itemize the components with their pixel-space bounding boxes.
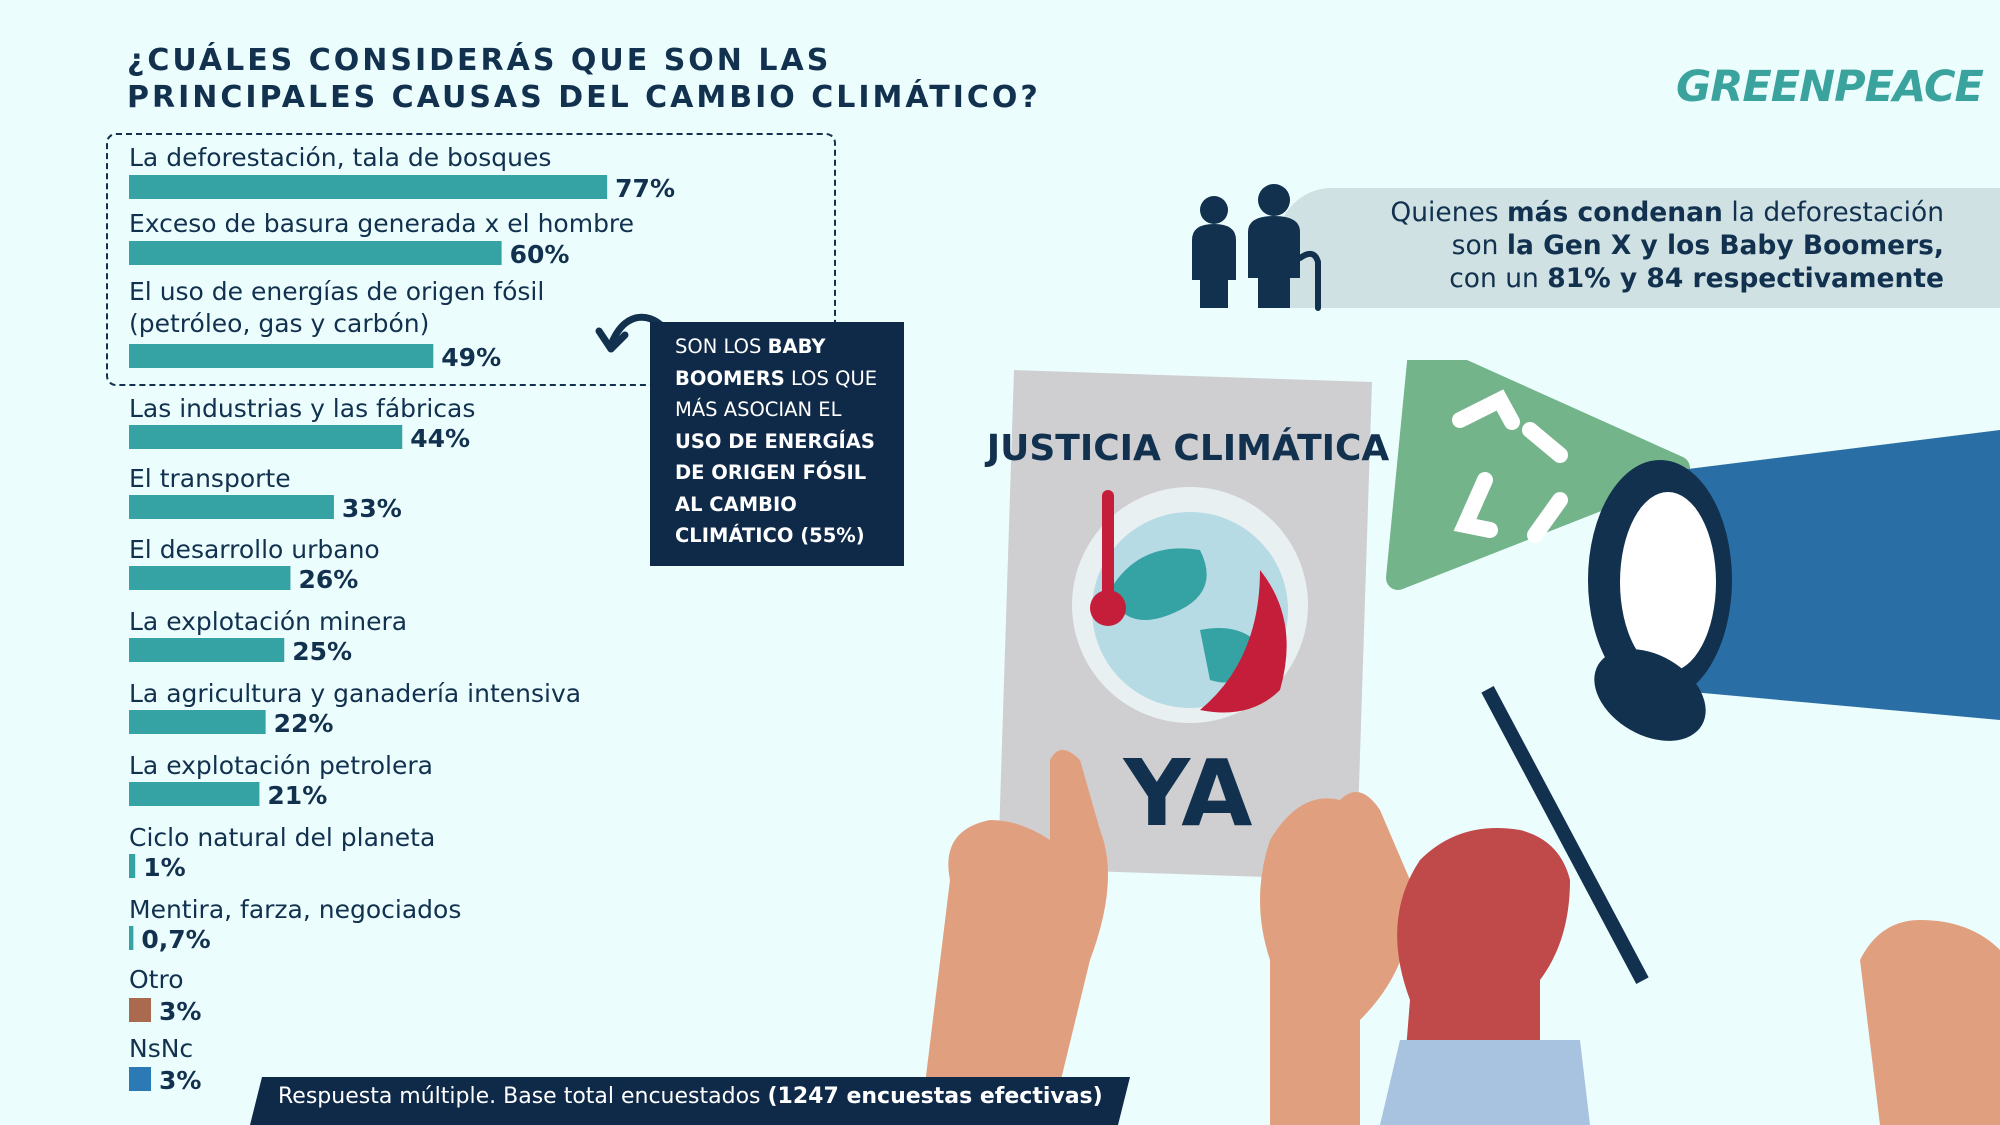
poster-title: JUSTICIA CLIMÁTICA: [984, 427, 1390, 469]
generations-text: Quienes más condenan la deforestación so…: [1224, 196, 1944, 295]
bar: [129, 710, 266, 734]
thermometer-icon: [1102, 490, 1114, 600]
greenpeace-logo: GREENPEACE: [1676, 62, 1984, 112]
baby-boomers-callout: SON LOS BABY BOOMERS LOS QUE MÁS ASOCIAN…: [650, 322, 904, 566]
bar: [129, 566, 291, 590]
gen-text-3: son: [1451, 230, 1507, 261]
callout-bold-2: USO DE ENERGÍAS DE ORIGEN FÓSIL AL CAMBI…: [675, 429, 875, 548]
sign-pole: [1481, 686, 1649, 984]
recycle-icon: [1452, 389, 1568, 463]
megaphone: [1588, 430, 2000, 741]
bar: [129, 926, 134, 950]
category-label: El desarrollo urbano: [129, 535, 380, 564]
value-label: 0,7%: [141, 925, 210, 954]
gen-bold-3: 81% y 84 respectivamente: [1547, 263, 1944, 294]
gen-bold-1: más condenan: [1507, 197, 1723, 228]
category-label: Exceso de basura generada x el hombre: [129, 209, 634, 238]
value-label: 26%: [298, 565, 358, 594]
category-label: El transporte: [129, 464, 291, 493]
title-line-2: PRINCIPALES CAUSAS DEL CAMBIO CLIMÁTICO?: [127, 80, 1041, 115]
poster-ya: YA: [1122, 740, 1252, 847]
bar: [129, 854, 136, 878]
chart-title: ¿CUÁLES CONSIDERÁS QUE SON LAS PRINCIPAL…: [127, 42, 1127, 116]
callout-bold-1: BABY BOOMERS: [675, 335, 826, 390]
elderly-people-icon: [1192, 184, 1321, 311]
callout-text-1: SON LOS: [675, 335, 768, 358]
protest-poster: JUSTICIA CLIMÁTICA YA: [984, 370, 1390, 880]
value-label: 21%: [267, 781, 327, 810]
title-line-1: ¿CUÁLES CONSIDERÁS QUE SON LAS: [127, 43, 832, 78]
value-label: 1%: [143, 853, 185, 882]
category-label: La agricultura y ganadería intensiva: [129, 679, 581, 708]
category-label: La deforestación, tala de bosques: [129, 143, 551, 172]
bar: [129, 638, 285, 662]
bar: [129, 782, 260, 806]
category-label: (petróleo, gas y carbón): [129, 309, 429, 338]
category-label: Otro: [129, 965, 184, 994]
highlight-box: [106, 133, 836, 386]
value-label: 3%: [159, 1066, 201, 1095]
bar: [129, 241, 502, 265]
footer-text: Respuesta múltiple. Base total encuestad…: [278, 1084, 768, 1109]
footer-banner: [250, 1077, 1130, 1125]
category-label: La explotación petrolera: [129, 751, 433, 780]
gen-text-1: Quienes: [1390, 197, 1508, 228]
value-label: 3%: [159, 997, 201, 1026]
value-label: 60%: [510, 240, 570, 269]
category-label: NsNc: [129, 1034, 193, 1063]
callout-text-2: LOS QUE MÁS ASOCIAN EL: [675, 366, 878, 422]
recycle-sign: [1386, 360, 1690, 590]
hands: [920, 750, 2000, 1125]
gen-text-2: la deforestación: [1722, 197, 1944, 228]
generations-panel: [1277, 188, 2000, 308]
bar: [129, 998, 151, 1022]
value-label: 49%: [441, 343, 501, 372]
category-label: Mentira, farza, negociados: [129, 895, 461, 924]
category-label: Las industrias y las fábricas: [129, 394, 475, 423]
footer-bold: (1247 encuestas efectivas): [767, 1084, 1103, 1109]
footer-note: Respuesta múltiple. Base total encuestad…: [278, 1084, 1103, 1109]
value-label: 33%: [342, 494, 402, 523]
value-label: 77%: [615, 174, 675, 203]
category-label: La explotación minera: [129, 607, 407, 636]
value-label: 22%: [274, 709, 334, 738]
value-label: 25%: [292, 637, 352, 666]
value-label: 44%: [410, 424, 470, 453]
category-label: Ciclo natural del planeta: [129, 823, 435, 852]
bar: [129, 495, 334, 519]
bar-chart: La deforestación, tala de bosques 77% Exce…: [129, 143, 675, 1095]
bar: [129, 344, 434, 368]
bar: [129, 425, 403, 449]
protest-illustration: JUSTICIA CLIMÁTICA YA: [920, 360, 2000, 1125]
bar: [129, 1067, 151, 1091]
gen-bold-2: la Gen X y los Baby Boomers,: [1506, 230, 1944, 261]
gen-text-4: con un: [1449, 263, 1548, 294]
bar: [129, 175, 608, 199]
category-label: El uso de energías de origen fósil: [129, 277, 544, 306]
